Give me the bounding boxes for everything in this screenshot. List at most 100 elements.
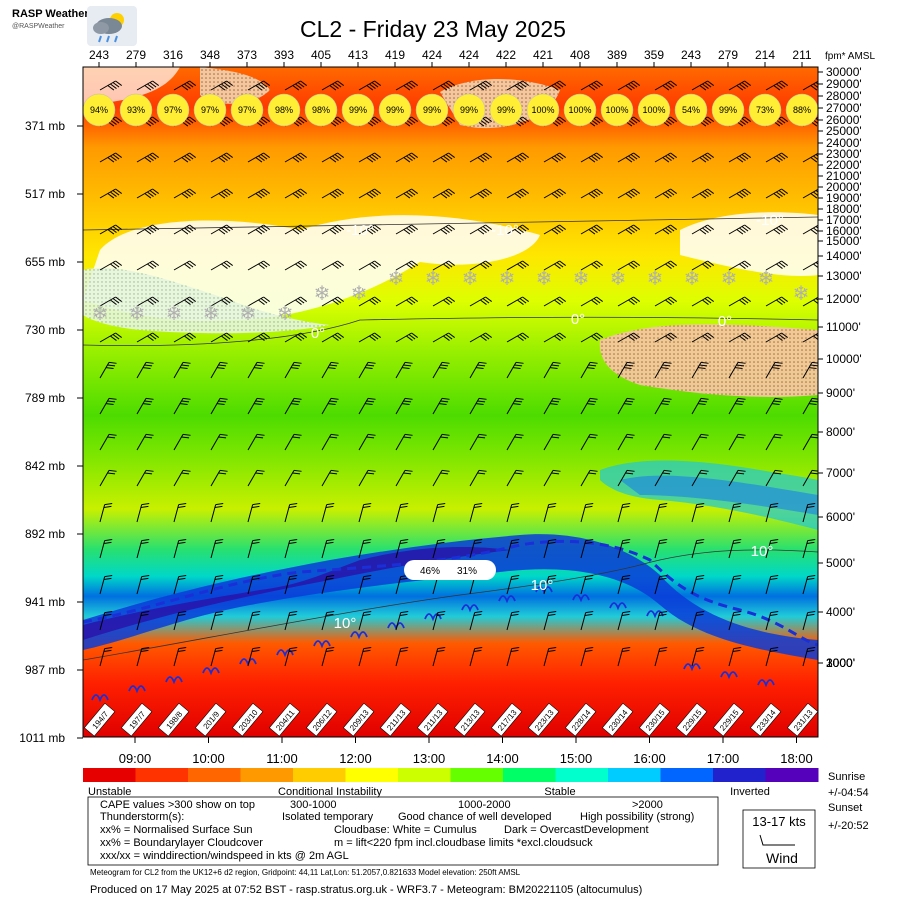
wind-barb bbox=[617, 224, 640, 235]
cloud-cover-label: 88% bbox=[793, 105, 811, 115]
snowflake-icon: ❄ bbox=[277, 301, 294, 325]
wind-barb bbox=[469, 80, 492, 91]
wind-barb bbox=[136, 611, 150, 631]
snowflake-icon: ❄ bbox=[351, 281, 368, 305]
wind-barb bbox=[136, 224, 159, 235]
wind-barb bbox=[617, 152, 640, 163]
top-value: 279 bbox=[718, 48, 738, 62]
wind-barb bbox=[247, 332, 270, 343]
wind-barb bbox=[284, 152, 307, 163]
altitude-label: 13000' bbox=[826, 269, 862, 283]
wind-barb bbox=[321, 361, 339, 379]
wind-barb bbox=[580, 647, 594, 667]
wind-barb bbox=[432, 296, 455, 307]
wind-barb bbox=[543, 647, 557, 667]
legend-text: m = lift<220 fpm incl.cloudbase limits *… bbox=[334, 837, 593, 849]
wind-barb bbox=[691, 575, 705, 595]
legend-text: Good chance of well developed bbox=[398, 811, 552, 823]
cloud-cover-circle bbox=[193, 93, 227, 127]
wind-barb bbox=[210, 575, 224, 595]
wind-barb bbox=[210, 152, 233, 163]
wind-barb bbox=[506, 611, 520, 631]
wind-barb bbox=[728, 361, 746, 379]
colorbar-segment bbox=[398, 768, 451, 782]
cloud-cover-circle bbox=[563, 93, 597, 127]
wind-barb bbox=[802, 397, 818, 415]
altitude-label: 30000' bbox=[826, 65, 862, 79]
colorbar-label: Conditional Instability bbox=[278, 786, 382, 798]
top-value: 243 bbox=[89, 48, 109, 62]
wind-barb bbox=[136, 361, 154, 379]
time-label: 17:00 bbox=[707, 751, 740, 766]
lift-marker bbox=[91, 694, 109, 703]
colorbar-label: Stable bbox=[544, 786, 575, 798]
wind-barb bbox=[247, 361, 265, 379]
top-value: 424 bbox=[459, 48, 479, 62]
lift-marker bbox=[535, 586, 553, 595]
wind-barb bbox=[617, 361, 635, 379]
wind-barb bbox=[765, 188, 788, 199]
wind-barb bbox=[284, 647, 298, 667]
wind-barb bbox=[358, 332, 381, 343]
lift-marker bbox=[350, 631, 368, 640]
wind-barb bbox=[173, 397, 191, 415]
wind-barb bbox=[395, 539, 409, 559]
pressure-label: 517 mb bbox=[25, 187, 65, 201]
wind-barb bbox=[247, 575, 261, 595]
wind-barb bbox=[469, 611, 483, 631]
wind-barb bbox=[506, 296, 529, 307]
cloud-cover-label: 94% bbox=[90, 105, 108, 115]
wind-barb bbox=[284, 332, 307, 343]
altitude-label: 4000' bbox=[826, 605, 855, 619]
wind-barb bbox=[765, 539, 779, 559]
wind-barb bbox=[802, 152, 818, 163]
wind-barb bbox=[321, 296, 344, 307]
snowflake-icon: ❄ bbox=[758, 266, 775, 290]
lift-marker bbox=[572, 594, 590, 603]
wind-barb bbox=[358, 260, 381, 271]
wind-barb bbox=[580, 152, 603, 163]
wind-barb bbox=[617, 503, 631, 523]
legend-box bbox=[87, 796, 719, 866]
wind-barb bbox=[395, 332, 418, 343]
wind-barb bbox=[432, 224, 455, 235]
wind-barb bbox=[543, 575, 557, 595]
wind-barb bbox=[728, 539, 742, 559]
wind-barb bbox=[802, 80, 818, 91]
boundary-cloud-value: 31% bbox=[457, 566, 477, 577]
cloud-cover-label: 97% bbox=[164, 105, 182, 115]
wind-barb bbox=[99, 332, 122, 343]
altitude-label: 9000' bbox=[826, 386, 855, 400]
wind-barb bbox=[469, 433, 487, 451]
legend-text: >2000 bbox=[632, 799, 663, 811]
altitude-label: 29000' bbox=[826, 77, 862, 91]
top-value: 316 bbox=[163, 48, 183, 62]
wind-barb bbox=[506, 503, 520, 523]
lift-marker bbox=[165, 676, 183, 685]
wind-barb bbox=[691, 296, 714, 307]
wind-barb bbox=[432, 611, 446, 631]
time-label: 14:00 bbox=[486, 751, 519, 766]
wind-barb bbox=[506, 332, 529, 343]
cloud-cover-label: 97% bbox=[201, 105, 219, 115]
wind-barb bbox=[210, 539, 224, 559]
isotherm-label: -10° bbox=[756, 212, 784, 229]
wind-barb bbox=[580, 433, 598, 451]
wind-barb bbox=[173, 469, 191, 487]
lift-marker bbox=[239, 658, 257, 667]
wind-barb bbox=[99, 224, 122, 235]
wind-barb bbox=[432, 361, 450, 379]
cloud-cover-label: 100% bbox=[642, 105, 665, 115]
wind-barb bbox=[617, 296, 640, 307]
altitude-label: 25000' bbox=[826, 124, 862, 138]
cloud-cover-label: 98% bbox=[312, 105, 330, 115]
wind-barb bbox=[580, 611, 594, 631]
wind-barb bbox=[543, 80, 566, 91]
wind-barb bbox=[506, 224, 529, 235]
wind-barb bbox=[728, 503, 742, 523]
pressure-label: 941 mb bbox=[25, 595, 65, 609]
wind-barb bbox=[99, 647, 113, 667]
wind-barb bbox=[247, 152, 270, 163]
time-label: 09:00 bbox=[119, 751, 152, 766]
